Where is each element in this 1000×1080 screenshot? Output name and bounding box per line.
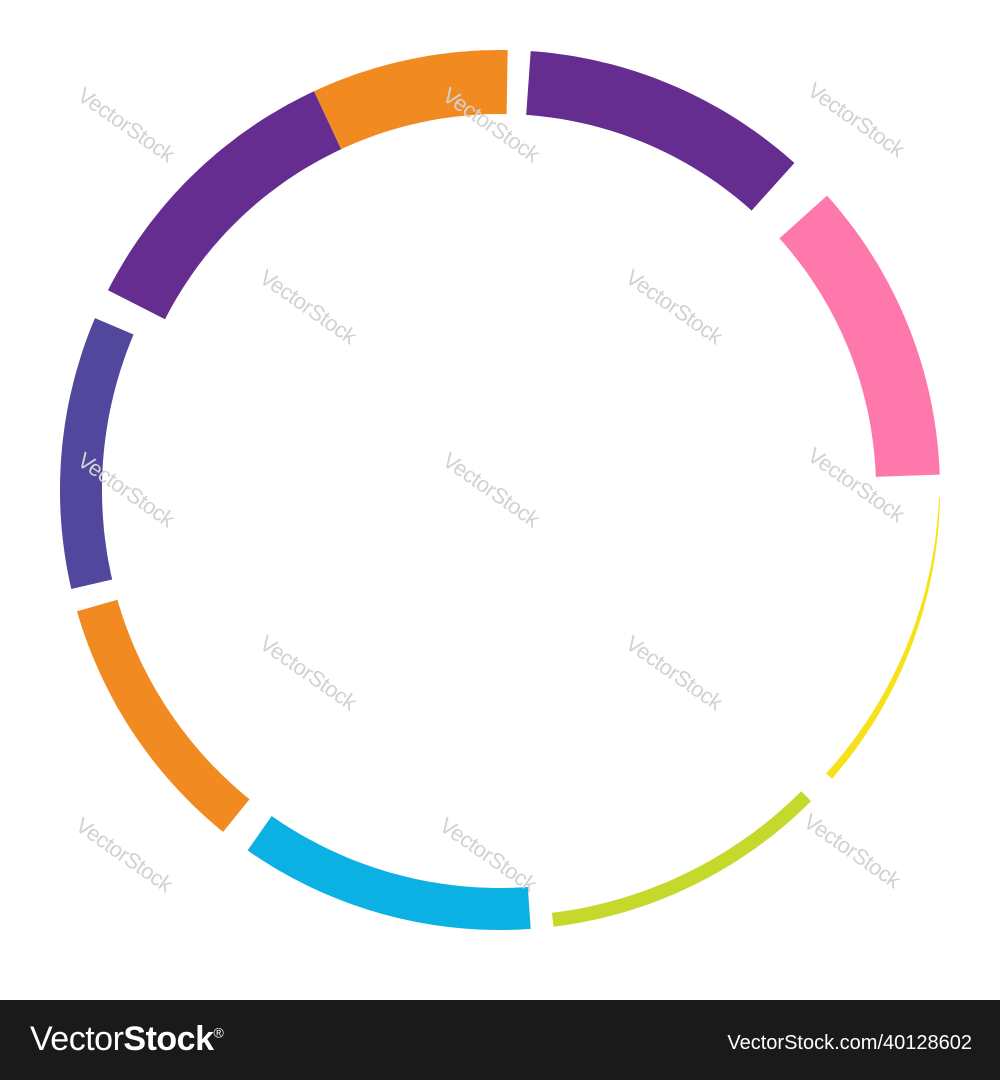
ring-segment-orange-top: [314, 50, 508, 150]
diagram-canvas: [60, 50, 940, 930]
ring-segment-indigo: [60, 318, 134, 589]
ring-segment-lime: [551, 791, 812, 927]
ring-segment-yellow: [826, 497, 940, 779]
footer-bar: VectorStock® VectorStock.com/40128602: [0, 1000, 1000, 1080]
ring-segment-purple-top: [526, 51, 795, 211]
footer-brand-logo: VectorStock®: [30, 1020, 224, 1059]
ring-segment-orange-bottom: [77, 599, 250, 832]
segmented-ring: [60, 50, 940, 930]
ring-segment-pink: [779, 195, 940, 477]
ring-segment-cyan: [247, 816, 531, 930]
registered-mark: ®: [213, 1024, 224, 1041]
footer-asset-id: VectorStock.com/40128602: [727, 1032, 972, 1054]
brand-suffix: Stock: [123, 1020, 214, 1058]
brand-prefix: Vector: [30, 1020, 124, 1058]
ring-segment-purple-left: [108, 91, 342, 320]
